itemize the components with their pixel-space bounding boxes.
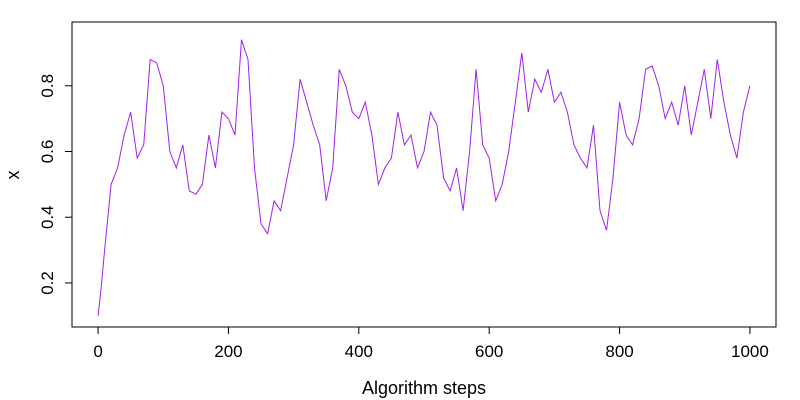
y-tick-label: 0.6 <box>38 140 57 164</box>
y-tick-label: 0.8 <box>38 74 57 98</box>
x-tick-label: 600 <box>475 342 503 361</box>
x-tick-label: 400 <box>345 342 373 361</box>
y-axis: 0.2 0.4 0.6 0.8 <box>38 74 73 295</box>
series-line <box>97 39 751 316</box>
y-axis-label: x <box>3 171 23 180</box>
plot-box <box>71 21 777 328</box>
x-axis: 0 200 400 600 800 1000 <box>93 326 769 361</box>
y-tick-label: 0.4 <box>38 205 57 229</box>
x-tick-label: 800 <box>605 342 633 361</box>
x-tick-label: 200 <box>214 342 242 361</box>
x-tick-label: 1000 <box>731 342 769 361</box>
x-axis-label: Algorithm steps <box>362 378 486 398</box>
y-tick-label: 0.2 <box>38 271 57 295</box>
x-tick-label: 0 <box>93 342 102 361</box>
